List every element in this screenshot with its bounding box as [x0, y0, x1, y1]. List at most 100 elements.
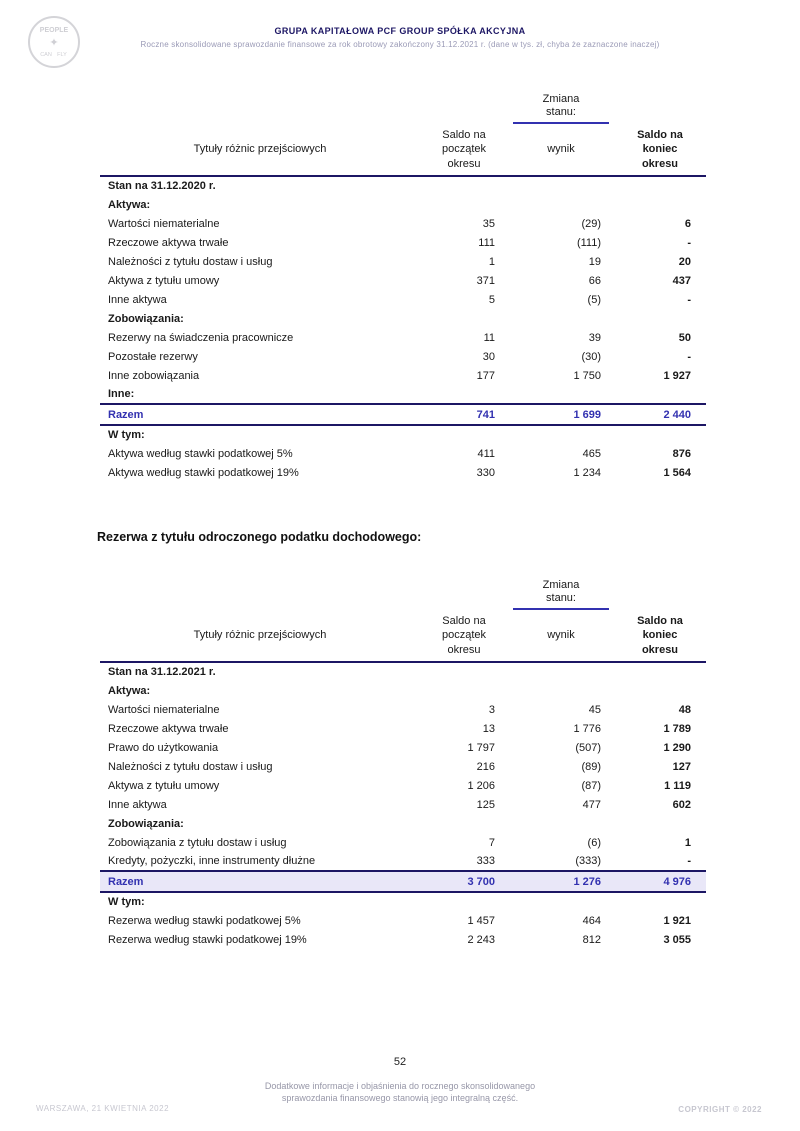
table-row: Inne zobowiązania 177 1 750 1 927: [100, 366, 706, 385]
column-header-titles: Tytuły różnic przejściowych: [100, 124, 420, 177]
row-label: Rzeczowe aktywa trwałe: [108, 722, 229, 735]
value-result: (30): [581, 350, 601, 363]
change-line2: stanu:: [546, 106, 576, 118]
row-label: Aktywa według stawki podatkowej 5%: [108, 447, 293, 460]
value-closing-balance: [614, 195, 706, 214]
value-closing-balance: 6: [684, 217, 691, 230]
column-header-result: wynik: [508, 610, 614, 663]
value-opening-balance: 11: [483, 331, 495, 344]
value-result: [508, 425, 614, 444]
row-label: Inne zobowiązania: [108, 369, 200, 382]
value-closing-balance: [614, 681, 706, 700]
change-of-state-header: Zmiana stanu:: [513, 579, 609, 610]
value-result: 812: [582, 933, 601, 946]
value-opening-balance: 741: [420, 403, 508, 426]
row-label: Razem: [100, 403, 420, 426]
row-label: Inne:: [108, 388, 135, 400]
value-result: [508, 681, 614, 700]
row-label: W tym:: [108, 429, 145, 441]
value-opening-balance: 1 797: [467, 741, 495, 754]
value-result: 1 699: [508, 403, 614, 426]
table-row: Pozostałe rezerwy 30 (30) -: [100, 347, 706, 366]
value-opening-balance: 7: [488, 836, 495, 849]
table-row: Wartości niematerialne 3 45 48: [100, 700, 706, 719]
column-headers-row: Tytuły różnic przejściowych Saldo na poc…: [100, 610, 706, 663]
footer-copyright: COPYRIGHT © 2022: [678, 1105, 762, 1114]
table-row: Rzeczowe aktywa trwałe 111 (111) -: [100, 233, 706, 252]
table-row: Kredyty, pożyczki, inne instrumenty dłuż…: [100, 852, 706, 871]
change-of-state-row: Zmiana stanu:: [100, 90, 706, 124]
value-closing-balance: 437: [672, 274, 691, 287]
section-title-deferred-tax-reserve: Rezerwa z tytułu odroczonego podatku doc…: [97, 530, 422, 544]
value-result: 464: [582, 914, 601, 927]
row-label: Rzeczowe aktywa trwałe: [108, 236, 229, 249]
value-closing-balance: 2 440: [614, 403, 706, 426]
value-closing-balance: 50: [678, 331, 691, 344]
value-result: [508, 385, 614, 404]
table-row: Należności z tytułu dostaw i usług 1 19 20: [100, 252, 706, 271]
value-opening-balance: 177: [476, 369, 495, 382]
value-opening-balance: 13: [482, 722, 495, 735]
table-row: Inne aktywa 5 (5) -: [100, 290, 706, 309]
column-header-result: wynik: [508, 124, 614, 177]
row-label: Rezerwy na świadczenia pracownicze: [108, 331, 294, 344]
table-row: Aktywa z tytułu umowy 371 66 437: [100, 271, 706, 290]
row-label: Wartości niematerialne: [108, 703, 220, 716]
total-row: Razem 741 1 699 2 440: [100, 403, 706, 426]
section-row: W tym:: [100, 425, 706, 444]
table-row: Rezerwy na świadczenia pracownicze 11 39 50: [100, 328, 706, 347]
value-result: 477: [582, 798, 601, 811]
page-number: 52: [393, 1056, 407, 1068]
total-row: Razem 3 700 1 276 4 976: [100, 870, 706, 893]
section-row: Zobowiązania:: [100, 814, 706, 833]
deferred-tax-table-2021: Zmiana stanu: Tytuły różnic przejściowyc…: [100, 576, 706, 949]
row-label: Inne aktywa: [108, 293, 167, 306]
value-closing-balance: 1: [684, 836, 691, 849]
column-header-closing-balance: Saldo na koniec okresu: [614, 610, 706, 663]
deferred-tax-table-2020-grid: Zmiana stanu: Tytuły różnic przejściowyc…: [100, 90, 706, 482]
value-opening-balance: 125: [476, 798, 495, 811]
value-result: 45: [588, 703, 601, 716]
value-opening-balance: [420, 176, 508, 195]
value-closing-balance: -: [687, 236, 691, 249]
table-row: Rezerwa według stawki podatkowej 5% 1 457…: [100, 911, 706, 930]
company-title: GRUPA KAPITAŁOWA PCF GROUP SPÓŁKA AKCYJN…: [274, 26, 526, 36]
value-opening-balance: 1 457: [467, 914, 495, 927]
logo-text-people: PEOPLE: [40, 27, 69, 34]
value-opening-balance: 330: [476, 466, 495, 479]
deferred-tax-table-2021-grid: Zmiana stanu: Tytuły różnic przejściowyc…: [100, 576, 706, 949]
row-label: Pozostałe rezerwy: [108, 350, 198, 363]
section-row: Stan na 31.12.2021 r.: [100, 662, 706, 681]
change-line1: Zmiana: [542, 93, 580, 105]
value-closing-balance: 127: [672, 760, 691, 773]
row-label: Stan na 31.12.2021 r.: [108, 666, 216, 678]
value-opening-balance: [420, 309, 508, 328]
value-result: 1 750: [573, 369, 601, 382]
value-result: 1 234: [573, 466, 601, 479]
row-label: Zobowiązania z tytułu dostaw i usług: [108, 836, 287, 849]
value-result: (29): [581, 217, 601, 230]
value-result: 1 776: [573, 722, 601, 735]
row-label: Inne aktywa: [108, 798, 167, 811]
value-result: [508, 662, 614, 681]
value-closing-balance: 1 564: [663, 466, 691, 479]
value-result: [508, 814, 614, 833]
value-closing-balance: 1 789: [663, 722, 691, 735]
row-label: Aktywa:: [108, 198, 151, 211]
value-closing-balance: 1 119: [664, 779, 691, 792]
value-closing-balance: 20: [678, 255, 691, 268]
value-opening-balance: 411: [477, 447, 495, 460]
table-row: Należności z tytułu dostaw i usług 216 (89…: [100, 757, 706, 776]
footer-place-date: WARSZAWA, 21 KWIETNIA 2022: [36, 1104, 170, 1113]
value-opening-balance: 1: [488, 255, 495, 268]
table-row: Inne aktywa 125 477 602: [100, 795, 706, 814]
value-closing-balance: 1 927: [663, 369, 691, 382]
row-label: Aktywa z tytułu umowy: [108, 274, 220, 287]
row-label: Zobowiązania:: [108, 312, 184, 325]
section-row: Aktywa:: [100, 195, 706, 214]
value-opening-balance: 111: [478, 236, 495, 249]
value-opening-balance: 3 700: [420, 870, 508, 893]
row-label: Rezerwa według stawki podatkowej 19%: [108, 933, 307, 946]
row-label: Wartości niematerialne: [108, 217, 220, 230]
value-opening-balance: [420, 814, 508, 833]
